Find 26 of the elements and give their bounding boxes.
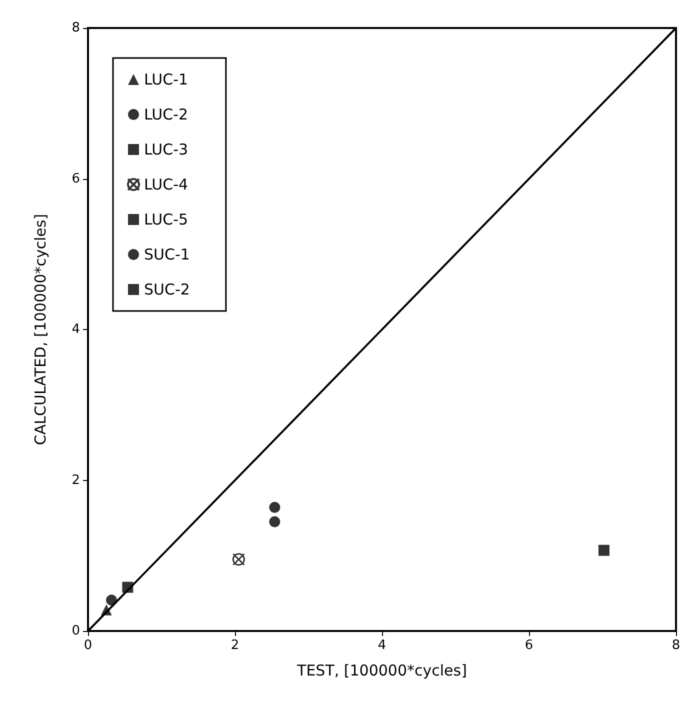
point: [100, 604, 112, 616]
legend-label: LUC-5: [144, 210, 188, 228]
y-tick-label: 8: [72, 20, 80, 36]
x-tick-label: 6: [524, 638, 534, 653]
point: [232, 553, 245, 566]
point: [598, 544, 610, 556]
x-tick-label: 0: [84, 638, 92, 653]
point: [106, 594, 118, 606]
y-tick-label: 0: [72, 624, 80, 638]
x-tick-label: 2: [230, 638, 240, 653]
x-tick-label: 8: [672, 638, 680, 653]
x-axis-title: TEST, [100000*cycles]: [296, 662, 467, 680]
y-tick-label: 6: [72, 171, 80, 186]
x-tick-label: 4: [378, 638, 386, 653]
y-axis-title: CALCULATED, [100000*cycles]: [32, 214, 50, 446]
legend-label: LUC-2: [144, 106, 188, 124]
legend-label: LUC-3: [144, 140, 188, 158]
y-tick-label: 2: [72, 472, 80, 488]
legend-label: SUC-2: [144, 280, 190, 298]
point: [269, 502, 280, 513]
y-tick-label: 4: [72, 322, 80, 337]
legend-label: SUC-1: [144, 246, 190, 264]
legend-label: LUC-4: [144, 176, 188, 194]
legend-label: LUC-1: [144, 70, 188, 88]
point: [269, 516, 280, 528]
point: [122, 582, 134, 593]
